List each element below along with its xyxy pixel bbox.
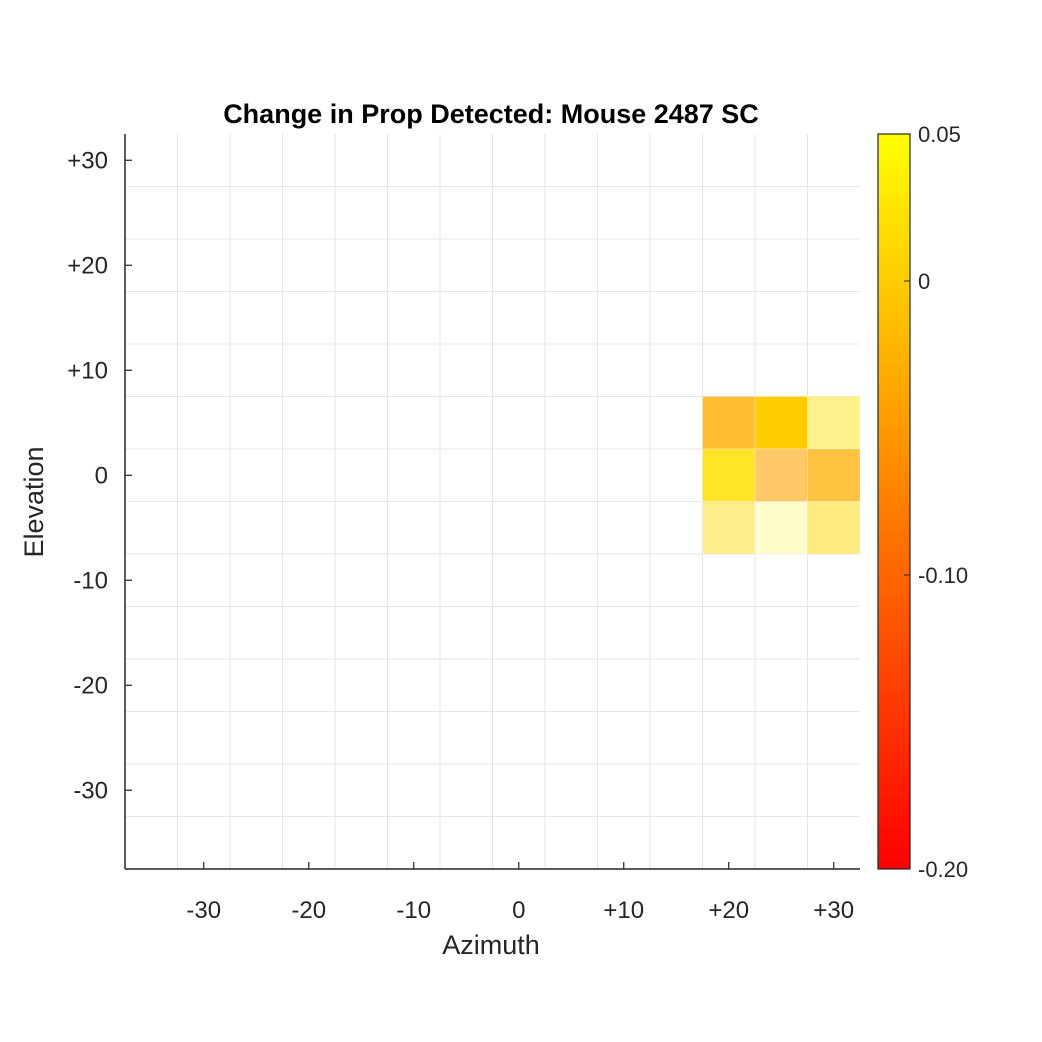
colorbar-gradient (877, 133, 911, 870)
x-tick-label: -20 (291, 897, 326, 924)
y-tick-label: 0 (95, 462, 108, 489)
y-tick-label: +10 (67, 357, 108, 384)
heatmap-cell (702, 501, 756, 555)
y-axis-label: Elevation (19, 446, 49, 557)
colorbar-tick-label: 0 (918, 269, 930, 294)
heatmap-cell (754, 501, 808, 555)
y-tick-label: -20 (73, 672, 108, 699)
x-tick-label: +30 (813, 897, 854, 924)
heatmap-cell (702, 396, 756, 450)
x-tick-label: -10 (396, 897, 431, 924)
x-tick-label: +20 (708, 897, 749, 924)
chart-title: Change in Prop Detected: Mouse 2487 SC (223, 99, 759, 129)
y-tick-label: -10 (73, 567, 108, 594)
heatmap-cell (807, 396, 861, 450)
heatmap-cell (702, 448, 756, 502)
colorbar-tick-label: -0.10 (918, 563, 968, 588)
tick-labels: -30 -20 -10 0 +10 +20 +30 +30 +20 +10 0 -10 -20 -30 (67, 147, 854, 924)
colorbar: 0.05 0 -0.10 -0.20 (877, 122, 968, 882)
heatmap-cell (754, 396, 808, 450)
y-tick-label: +30 (67, 147, 108, 174)
x-tick-label: -30 (186, 897, 221, 924)
heatmap-cell (807, 448, 861, 502)
y-tick-label: +20 (67, 252, 108, 279)
y-tick-label: -30 (73, 777, 108, 804)
heatmap-cells (702, 396, 861, 555)
x-tick-label: 0 (512, 897, 525, 924)
heatmap-cell (754, 448, 808, 502)
x-tick-label: +10 (603, 897, 644, 924)
colorbar-tick-label: -0.20 (918, 857, 968, 882)
axes (124, 134, 860, 870)
heatmap-cell (807, 501, 861, 555)
x-axis-label: Azimuth (442, 930, 540, 960)
colorbar-tick-label: 0.05 (918, 122, 961, 147)
